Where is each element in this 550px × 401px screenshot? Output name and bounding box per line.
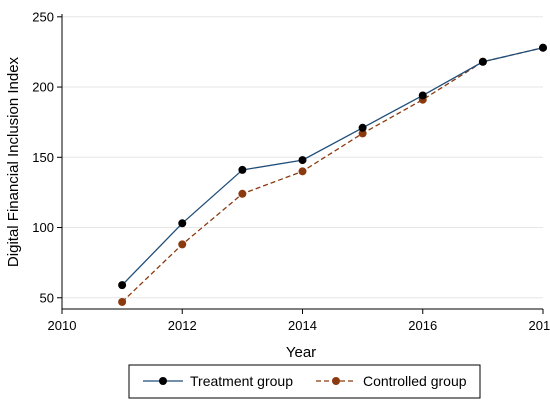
legend-label-controlled: Controlled group xyxy=(363,373,467,389)
ticks: 50 100 150 200 250 2010 2012 2014 2016 2018 xyxy=(32,9,550,333)
point-treatment-2018 xyxy=(539,43,547,52)
point-controlled-2015 xyxy=(358,129,367,138)
legend-marker-controlled xyxy=(332,377,340,385)
point-treatment-2012 xyxy=(178,219,187,228)
legend-label-treatment: Treatment group xyxy=(190,373,293,389)
point-treatment-2014 xyxy=(298,156,307,165)
point-treatment-2013 xyxy=(238,165,247,174)
y-tick-label-150: 150 xyxy=(32,150,54,165)
point-treatment-2017 xyxy=(478,57,487,66)
y-axis-title: Digital Financial Inclusion Index xyxy=(5,56,22,267)
x-tick-label-2016: 2016 xyxy=(408,318,437,333)
point-controlled-2013 xyxy=(238,189,247,198)
x-axis-title: Year xyxy=(286,344,316,361)
legend-box xyxy=(128,364,481,399)
x-tick-label-2012: 2012 xyxy=(168,318,197,333)
x-tick-label-2014: 2014 xyxy=(288,318,317,333)
x-tick-label-2018: 2018 xyxy=(529,318,550,333)
point-controlled-2014 xyxy=(298,167,307,176)
point-treatment-2016 xyxy=(418,91,427,100)
x-tick-label-2010: 2010 xyxy=(48,318,77,333)
point-controlled-2011 xyxy=(118,297,127,306)
legend-marker-treatment xyxy=(159,377,167,385)
series-line-treatment xyxy=(121,47,544,286)
point-controlled-2012 xyxy=(178,240,187,249)
legend: Treatment group Controlled group xyxy=(128,364,481,399)
point-treatment-2015 xyxy=(358,123,367,132)
y-tick-label-250: 250 xyxy=(32,9,54,24)
y-tick-label-200: 200 xyxy=(32,80,54,95)
series-layer xyxy=(118,43,547,306)
point-treatment-2011 xyxy=(118,281,127,290)
y-tick-label-100: 100 xyxy=(32,220,54,235)
y-tick-label-50: 50 xyxy=(40,290,54,305)
